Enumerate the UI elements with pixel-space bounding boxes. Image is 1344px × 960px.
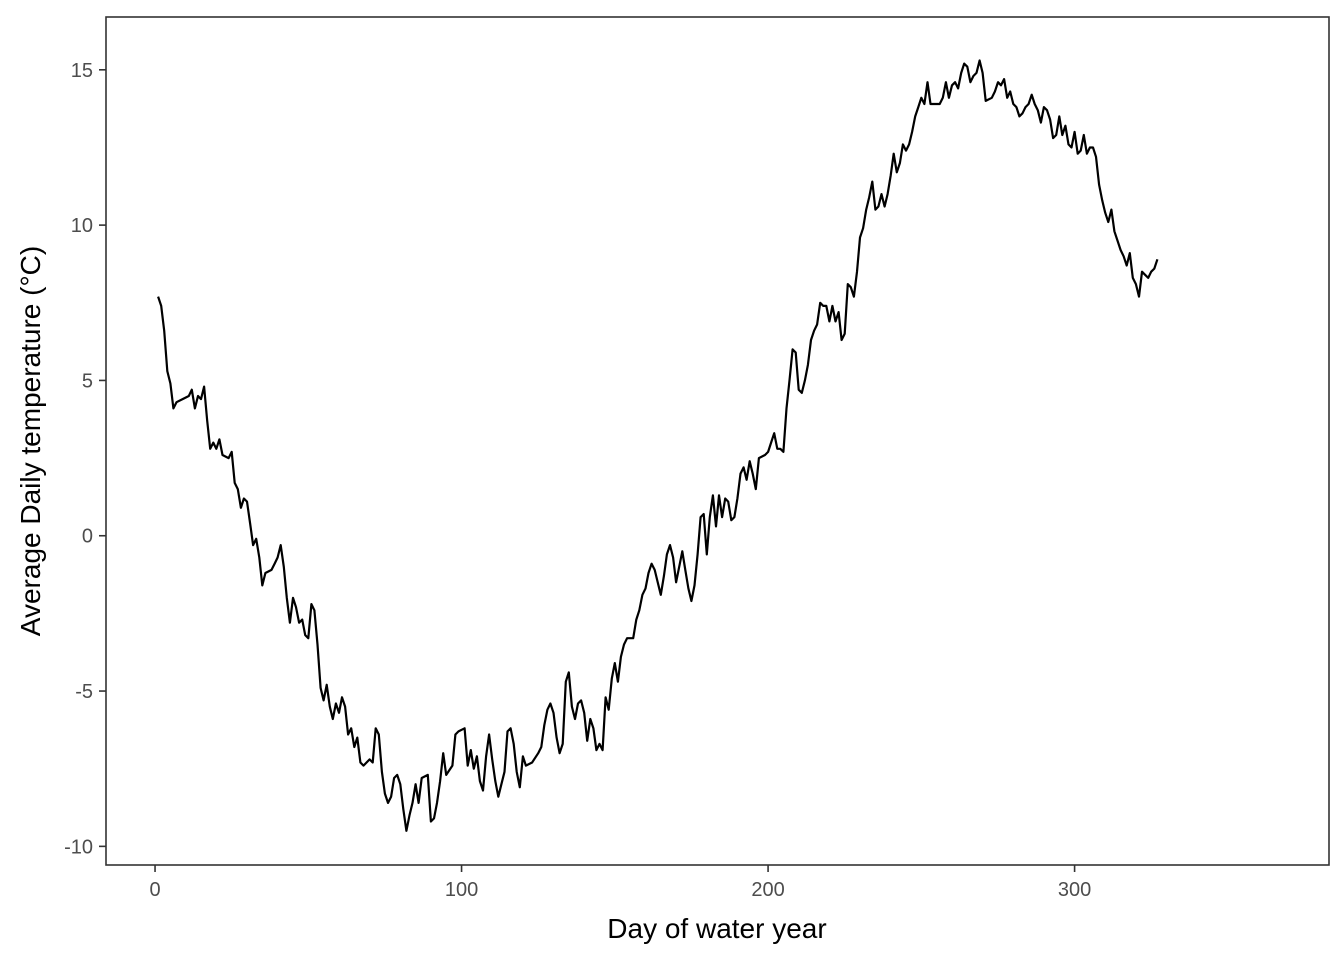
x-tick-label: 300 xyxy=(1058,879,1091,901)
plot-panel xyxy=(105,16,1330,866)
y-tick-label: 15 xyxy=(71,60,93,82)
y-axis: -10 -5 0 5 10 15 xyxy=(64,60,106,858)
y-tick-label: -10 xyxy=(64,836,93,858)
y-tick-label: 10 xyxy=(71,215,93,237)
x-axis: 0 100 200 300 xyxy=(149,865,1091,901)
x-tick-label: 200 xyxy=(751,879,784,901)
y-tick-label: 5 xyxy=(82,370,93,392)
y-axis-title: Average Daily temperature (°C) xyxy=(15,246,46,636)
x-axis-title: Day of water year xyxy=(607,913,826,944)
temperature-series-line xyxy=(157,59,1159,832)
y-tick-label: 0 xyxy=(82,526,93,548)
x-tick-label: 100 xyxy=(445,879,478,901)
y-tick-label: -5 xyxy=(75,681,93,703)
x-tick-label: 0 xyxy=(149,879,160,901)
